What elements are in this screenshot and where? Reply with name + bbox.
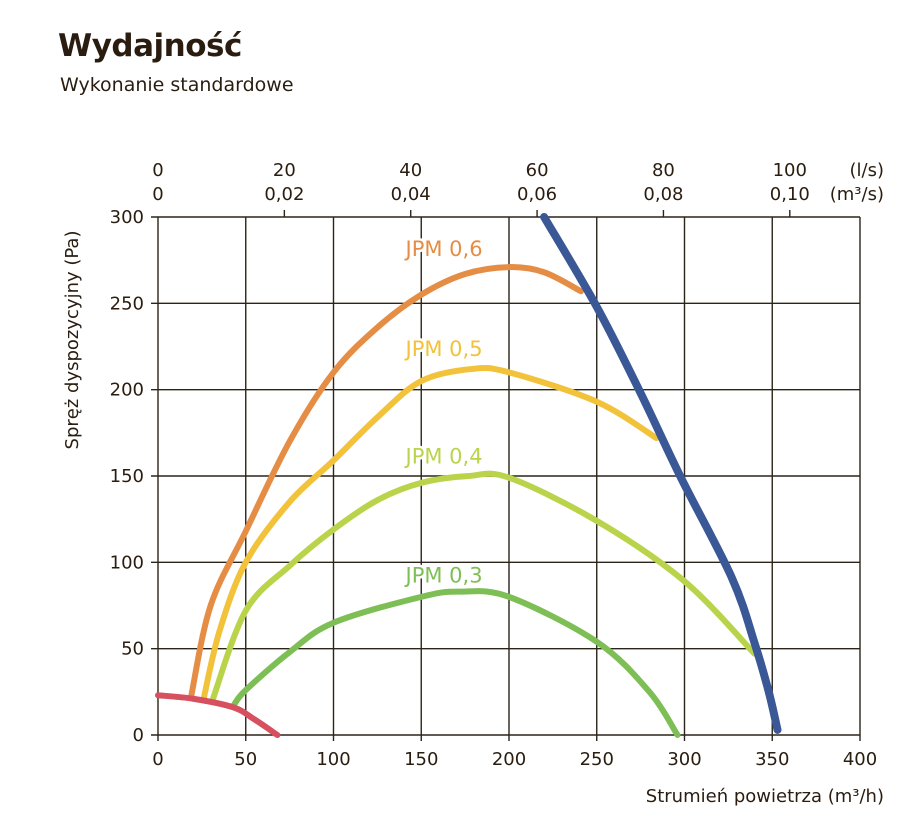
top-tick-label-ls: 100 <box>773 160 807 181</box>
system-curve-red <box>155 692 281 738</box>
x-tick-label: 100 <box>316 749 350 770</box>
top-tick-label-ls: 40 <box>399 160 422 181</box>
top-tick-label-ls: 80 <box>652 160 675 181</box>
curve-jpm-0-3 <box>230 588 681 738</box>
y-tick-label: 150 <box>110 466 144 487</box>
top-tick-label-m3s: 0,10 <box>770 184 810 205</box>
series-label: JPM 0,6 <box>404 237 483 261</box>
curve-jpm-0-5 <box>200 364 660 702</box>
x-tick-label: 50 <box>234 749 257 770</box>
page-title: Wydajność <box>58 28 242 64</box>
x-axis-label: Strumień powietrza (m³/h) <box>646 786 884 807</box>
x-tick-label: 150 <box>404 749 438 770</box>
series-label: JPM 0,5 <box>404 337 483 361</box>
x-tick-label: 300 <box>667 749 701 770</box>
y-tick-label: 300 <box>110 207 144 228</box>
series-labels: JPM 0,6 JPM 0,5 JPM 0,4 JPM 0,3 <box>401 235 485 590</box>
y-tick-label: 50 <box>121 639 144 660</box>
top-tick-label-m3s: 0 <box>152 184 163 205</box>
top-tick-label-m3s: 0,08 <box>643 184 683 205</box>
y-tick-label: 0 <box>133 725 144 746</box>
x-tick-label: 0 <box>152 749 163 770</box>
top-tick-label-m3s: 0,06 <box>517 184 557 205</box>
top-tick-label-ls: 60 <box>526 160 549 181</box>
y-axis-label: Spręż dyspozycyjny (Pa) <box>62 231 83 450</box>
y-tick-label: 100 <box>110 552 144 573</box>
top-axis-unit-m3s: (m³/s) <box>830 184 884 205</box>
curves <box>155 213 782 738</box>
series-label: JPM 0,3 <box>404 563 483 587</box>
tick-labels: 0 50 100 150 200 250 300 350 4000501001502002503… <box>110 160 878 770</box>
top-tick-label-ls: 20 <box>273 160 296 181</box>
top-tick-label-m3s: 0,04 <box>391 184 431 205</box>
series-label: JPM 0,4 <box>404 444 483 468</box>
page-subtitle: Wykonanie standardowe <box>60 74 294 96</box>
x-tick-label: 200 <box>492 749 526 770</box>
x-tick-label: 400 <box>843 749 877 770</box>
top-tick-label-ls: 0 <box>152 160 163 181</box>
y-tick-label: 250 <box>110 293 144 314</box>
x-tick-label: 350 <box>755 749 789 770</box>
top-axis-unit-ls: (l/s) <box>850 160 885 181</box>
y-tick-label: 200 <box>110 380 144 401</box>
max-curve-blue <box>540 213 782 734</box>
curve-jpm-0-6 <box>188 264 584 699</box>
x-tick-label: 250 <box>580 749 614 770</box>
top-tick-label-m3s: 0,02 <box>264 184 304 205</box>
curve-jpm-0-4 <box>209 470 758 704</box>
